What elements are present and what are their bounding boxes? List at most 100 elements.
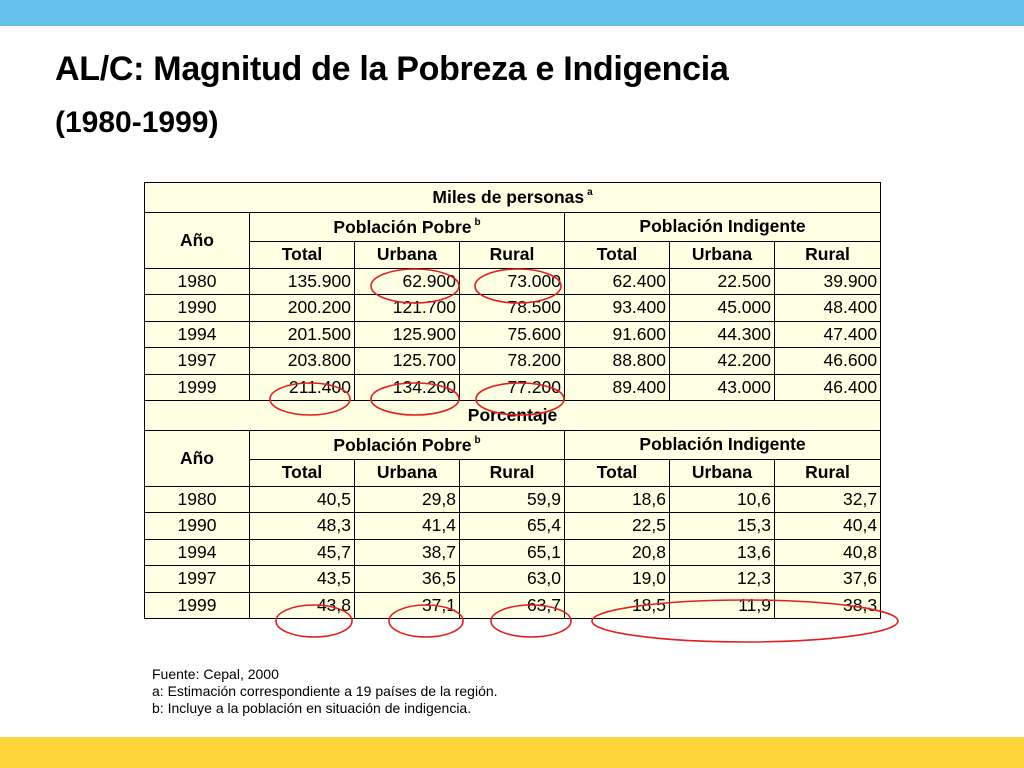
table-cell: 42.200 bbox=[669, 347, 775, 375]
table-cell: 20,8 bbox=[564, 538, 670, 566]
poverty-table: Miles de personas a Año Población Pobre b … bbox=[143, 182, 882, 619]
table-cell: 93.400 bbox=[564, 294, 670, 322]
table-cell: 40,4 bbox=[773, 512, 882, 540]
table-cell: 18,5 bbox=[564, 591, 670, 619]
table-cell: 40,5 bbox=[249, 485, 355, 513]
table-cell: 63,7 bbox=[459, 591, 565, 619]
slide-subtitle: (1980-1999) bbox=[55, 106, 219, 139]
table-cell: 48,3 bbox=[249, 512, 355, 540]
table-cell: 38,7 bbox=[354, 538, 460, 566]
table-cell: 125.900 bbox=[354, 320, 460, 348]
column-header: Rural bbox=[459, 241, 565, 269]
table-cell: 75.600 bbox=[459, 320, 565, 348]
table-cell: 43,5 bbox=[249, 565, 355, 593]
footnote-b: b: Incluye a la población en situación d… bbox=[152, 700, 472, 716]
table-cell: 37,1 bbox=[354, 591, 460, 619]
table-cell: 78.200 bbox=[459, 347, 565, 375]
table-cell: 65,4 bbox=[459, 512, 565, 540]
table-cell: 77.200 bbox=[459, 373, 565, 401]
table-cell: 40,8 bbox=[773, 538, 882, 566]
table-cell: 63,0 bbox=[459, 565, 565, 593]
table-row: 1999 211.400 134.200 77.200 89.400 43.000 46.4… bbox=[144, 373, 882, 401]
table-cell: 201.500 bbox=[249, 320, 355, 348]
table-row: 1994 45,7 38,7 65,1 20,8 13,6 40,8 bbox=[144, 538, 882, 566]
table-cell: 89.400 bbox=[564, 373, 670, 401]
year-cell: 1997 bbox=[144, 565, 250, 593]
column-header: Urbana bbox=[354, 459, 460, 487]
table-cell: 78.500 bbox=[459, 294, 565, 322]
table-row: 1990 200.200 121.700 78.500 93.400 45.000 48.4… bbox=[144, 294, 882, 322]
indigent-population-header: Población Indigente bbox=[563, 430, 882, 460]
table-cell: 65,1 bbox=[459, 538, 565, 566]
year-cell: 1999 bbox=[144, 591, 250, 619]
year-cell: 1999 bbox=[144, 373, 250, 401]
table-cell: 134.200 bbox=[354, 373, 460, 401]
year-cell: 1994 bbox=[144, 320, 250, 348]
table-cell: 15,3 bbox=[669, 512, 775, 540]
year-cell: 1997 bbox=[144, 347, 250, 375]
group-header-row: Año Población Pobre b Población Indigente bbox=[144, 212, 882, 269]
footnote-a: a: Estimación correspondiente a 19 paíse… bbox=[152, 683, 498, 699]
table-cell: 22,5 bbox=[564, 512, 670, 540]
table-cell: 121.700 bbox=[354, 294, 460, 322]
top-accent-bar bbox=[0, 0, 1024, 26]
table-cell: 46.600 bbox=[773, 347, 882, 375]
group-header-row: Año Población Pobre b Población Indigente bbox=[144, 430, 882, 487]
poor-population-header: Población Pobre b bbox=[249, 430, 565, 460]
column-header: Rural bbox=[459, 459, 565, 487]
table-cell: 48.400 bbox=[773, 294, 882, 322]
table-cell: 45,7 bbox=[249, 538, 355, 566]
table-cell: 19,0 bbox=[564, 565, 670, 593]
table-cell: 62.900 bbox=[354, 267, 460, 295]
column-header: Total bbox=[249, 459, 355, 487]
section-title: Porcentaje bbox=[143, 400, 882, 431]
table-cell: 45.000 bbox=[669, 294, 775, 322]
table-row: 1980 40,5 29,8 59,9 18,6 10,6 32,7 bbox=[144, 485, 882, 513]
section-title: Miles de personas a bbox=[143, 182, 882, 213]
bottom-accent-bar bbox=[0, 737, 1024, 768]
table-cell: 59,9 bbox=[459, 485, 565, 513]
column-header: Urbana bbox=[669, 459, 775, 487]
column-header-row: Total Urbana Rural Total Urbana Rural bbox=[145, 241, 882, 269]
table-cell: 37,6 bbox=[773, 565, 882, 593]
year-header: Año bbox=[144, 430, 250, 487]
column-header: Total bbox=[564, 459, 670, 487]
table-cell: 12,3 bbox=[669, 565, 775, 593]
column-header: Total bbox=[564, 241, 670, 269]
column-header: Urbana bbox=[354, 241, 460, 269]
table-row: 1997 43,5 36,5 63,0 19,0 12,3 37,6 bbox=[144, 565, 882, 593]
column-header: Total bbox=[249, 241, 355, 269]
table-cell: 39.900 bbox=[773, 267, 882, 295]
table-cell: 211.400 bbox=[249, 373, 355, 401]
table-cell: 200.200 bbox=[249, 294, 355, 322]
indigent-population-header: Población Indigente bbox=[563, 212, 882, 242]
section-header-row: Miles de personas a bbox=[143, 182, 882, 213]
table-cell: 32,7 bbox=[773, 485, 882, 513]
table-cell: 125.700 bbox=[354, 347, 460, 375]
table-cell: 18,6 bbox=[564, 485, 670, 513]
table-cell: 38,3 bbox=[773, 591, 882, 619]
poor-population-header: Población Pobre b bbox=[249, 212, 565, 242]
year-cell: 1990 bbox=[144, 294, 250, 322]
table-cell: 44.300 bbox=[669, 320, 775, 348]
table-cell: 41,4 bbox=[354, 512, 460, 540]
table-cell: 135.900 bbox=[249, 267, 355, 295]
footnote-source: Fuente: Cepal, 2000 bbox=[152, 666, 279, 682]
table-cell: 47.400 bbox=[773, 320, 882, 348]
table-cell: 11,9 bbox=[669, 591, 775, 619]
table-cell: 13,6 bbox=[669, 538, 775, 566]
table-cell: 10,6 bbox=[669, 485, 775, 513]
footnotes: Fuente: Cepal, 2000 a: Estimación corres… bbox=[152, 666, 498, 717]
table-row: 1997 203.800 125.700 78.200 88.800 42.200 46.6… bbox=[144, 347, 882, 375]
section-header-row: Porcentaje bbox=[143, 400, 882, 431]
table-cell: 46.400 bbox=[773, 373, 882, 401]
table-row: 1980 135.900 62.900 73.000 62.400 22.500 39.90… bbox=[144, 267, 882, 295]
table-cell: 91.600 bbox=[564, 320, 670, 348]
table-cell: 29,8 bbox=[354, 485, 460, 513]
table-row: 1999 43,8 37,1 63,7 18,5 11,9 38,3 bbox=[144, 591, 882, 619]
slide-title: AL/C: Magnitud de la Pobreza e Indigenci… bbox=[55, 50, 729, 88]
column-header: Rural bbox=[773, 241, 882, 269]
year-header: Año bbox=[144, 212, 250, 269]
table-cell: 203.800 bbox=[249, 347, 355, 375]
table-row: 1990 48,3 41,4 65,4 22,5 15,3 40,4 bbox=[144, 512, 882, 540]
